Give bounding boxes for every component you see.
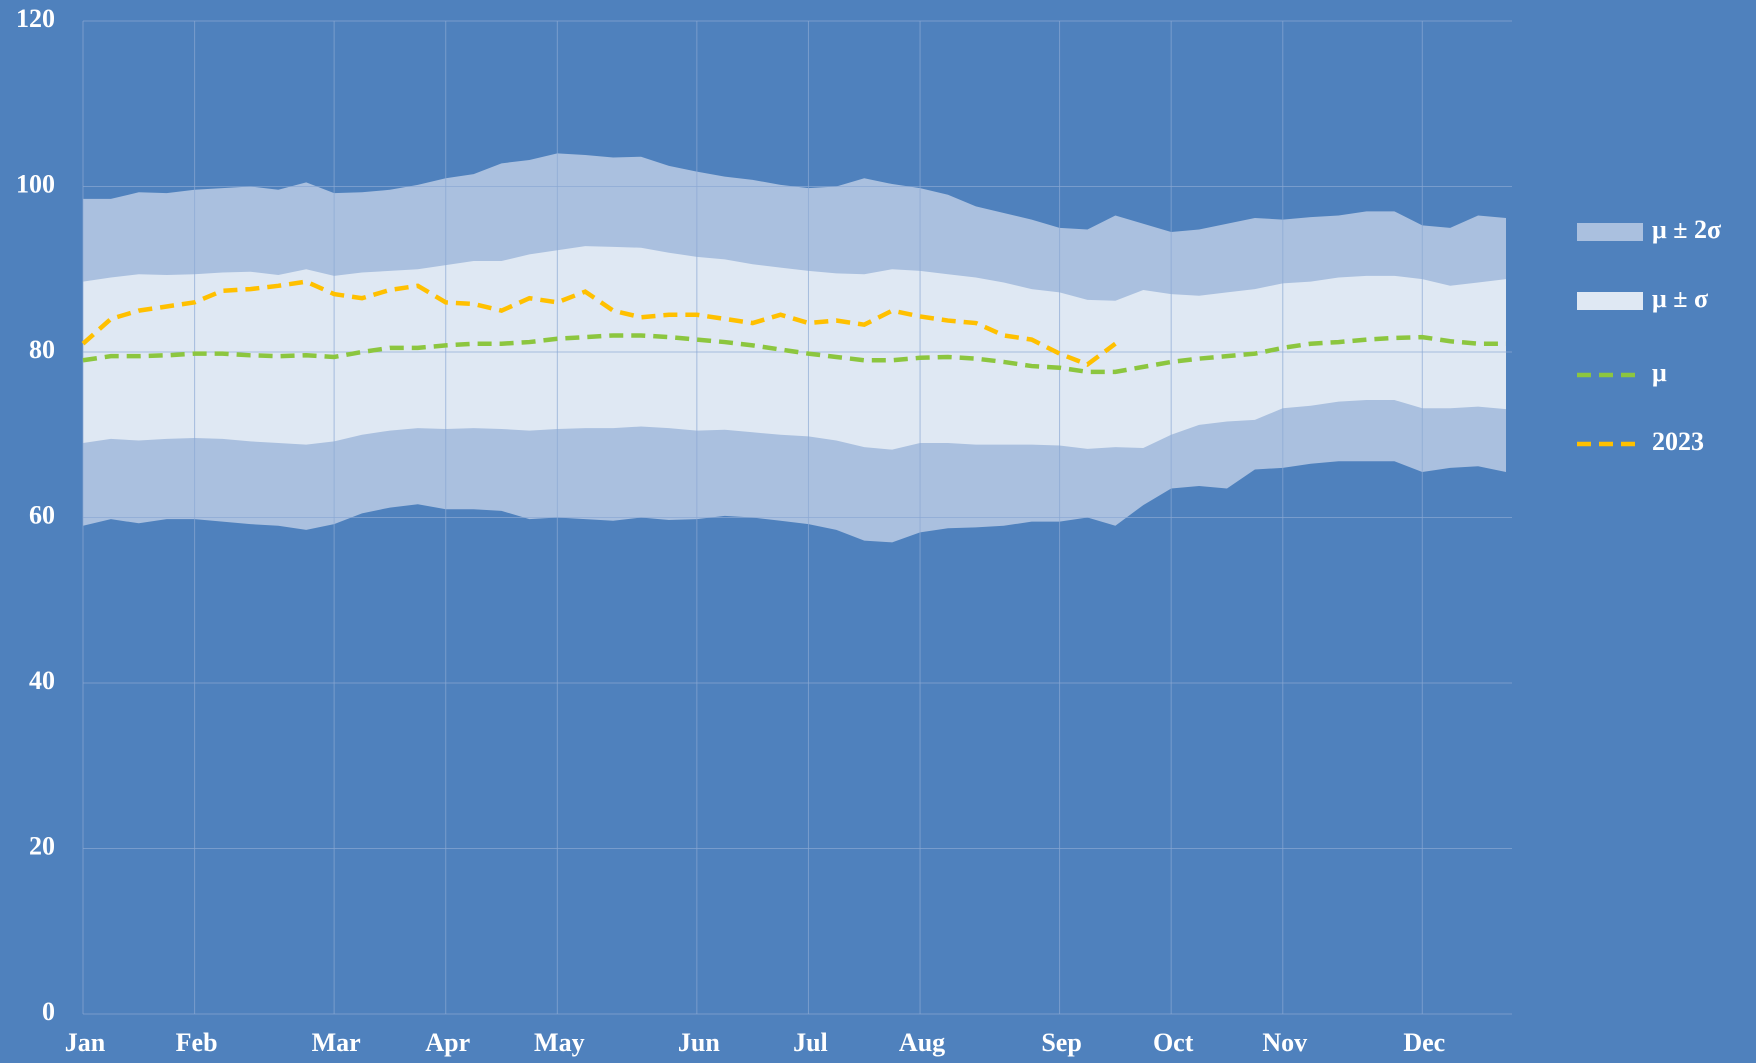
x-tick-label: Jul: [793, 1028, 828, 1057]
x-tick-label: Apr: [425, 1028, 470, 1057]
x-tick-label: Dec: [1403, 1028, 1445, 1057]
legend-label: 2023: [1652, 427, 1704, 456]
y-tick-label: 60: [29, 500, 55, 529]
legend-label: μ: [1652, 358, 1667, 387]
x-tick-label: Oct: [1153, 1028, 1194, 1057]
line: [81, 279, 1117, 367]
legend-label: μ ± 2σ: [1652, 215, 1721, 244]
y-tick-label: 100: [16, 169, 55, 198]
legend-swatch: [1577, 292, 1643, 310]
line: [82, 333, 1506, 375]
x-tick-label: Jun: [678, 1028, 720, 1057]
y-tick-label: 0: [42, 997, 55, 1026]
legend-swatch: [1577, 223, 1643, 241]
x-tick-label: May: [534, 1028, 585, 1057]
x-tick-label: Jan: [65, 1028, 106, 1057]
y-tick-label: 80: [29, 335, 55, 364]
legend-label: μ ± σ: [1652, 284, 1708, 313]
y-tick-label: 40: [29, 666, 55, 695]
x-tick-label: Feb: [176, 1028, 218, 1057]
y-tick-label: 120: [16, 4, 55, 33]
x-tick-label: Nov: [1262, 1028, 1307, 1057]
x-tick-label: Sep: [1041, 1028, 1081, 1057]
x-tick-label: Mar: [312, 1028, 361, 1057]
y-tick-label: 20: [29, 831, 55, 860]
x-tick-label: Aug: [899, 1028, 945, 1057]
